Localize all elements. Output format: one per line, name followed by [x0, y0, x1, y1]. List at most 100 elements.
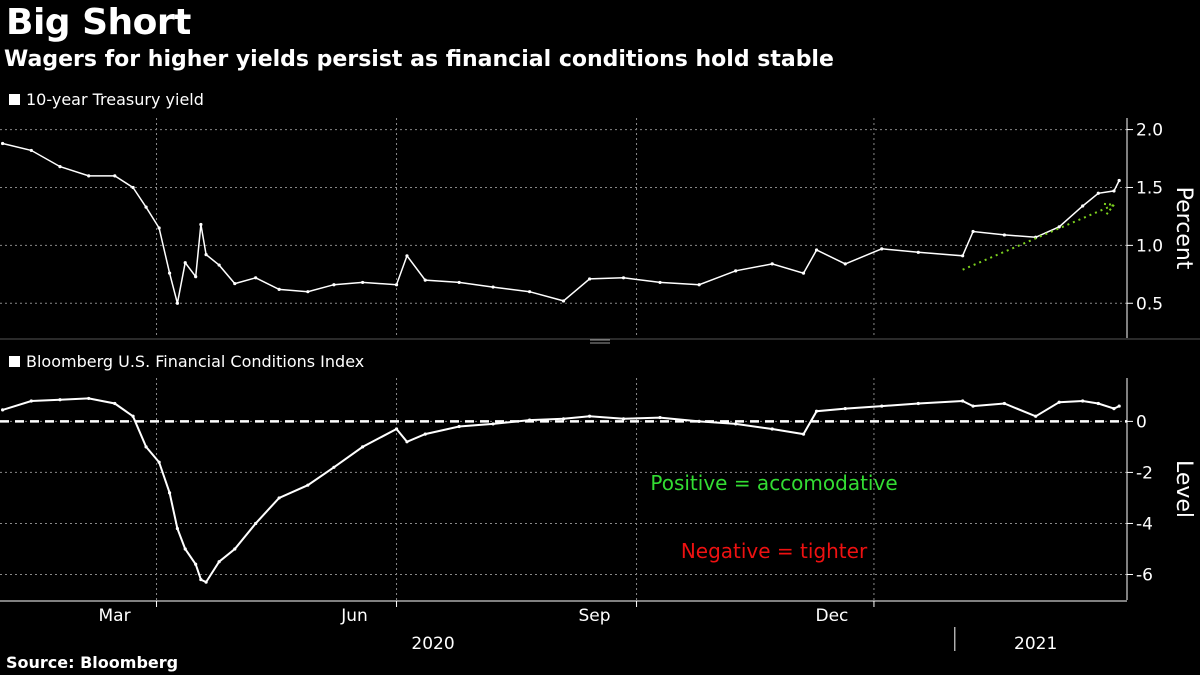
data-point	[1057, 400, 1061, 404]
y-tick-label: 2.0	[1136, 121, 1163, 141]
data-point	[405, 254, 409, 258]
trend-arrow-line	[962, 203, 1115, 271]
data-point	[167, 491, 172, 495]
yield-panel: 0.5 1.0 1.5 2.0 Percent 10-year Treasury yiel…	[0, 90, 1196, 338]
data-point	[734, 422, 738, 426]
y-tick-label: -4	[1136, 514, 1153, 534]
annotation-text: Negative = tighter	[681, 539, 868, 563]
legend-label: 10-year Treasury yield	[26, 90, 204, 109]
data-point	[1081, 399, 1085, 403]
series-line	[2, 142, 1120, 304]
data-point	[254, 521, 258, 526]
data-point	[587, 414, 592, 418]
data-point	[29, 399, 33, 403]
x-tick-label: Dec	[815, 606, 848, 626]
data-point	[233, 281, 237, 286]
data-point	[916, 250, 920, 254]
data-point	[194, 275, 198, 279]
data-point	[457, 280, 461, 285]
legend-swatch	[9, 94, 20, 105]
data-point	[113, 401, 117, 406]
data-point	[277, 287, 281, 291]
data-point	[199, 222, 203, 227]
data-point	[394, 427, 399, 431]
legend-label: Bloomberg U.S. Financial Conditions Inde…	[26, 352, 364, 371]
data-point	[1112, 189, 1116, 193]
y-tick-label: 1.0	[1136, 236, 1163, 256]
data-point	[29, 148, 33, 153]
data-point	[961, 399, 965, 403]
data-point	[306, 483, 310, 487]
data-point	[217, 263, 221, 267]
source-note: Source: Bloomberg	[6, 653, 179, 672]
data-point	[1096, 401, 1100, 406]
data-point	[1112, 407, 1116, 411]
data-point	[58, 398, 62, 402]
data-point	[961, 254, 965, 258]
data-point	[217, 560, 221, 564]
data-point	[658, 280, 662, 285]
x-axis: Mar Jun Sep Dec 2020 2021	[0, 338, 1200, 654]
y-tick-label: -6	[1136, 565, 1153, 585]
data-point	[157, 460, 161, 464]
data-point	[306, 290, 310, 294]
data-point	[658, 415, 662, 420]
data-point	[1002, 401, 1006, 406]
data-point	[233, 547, 237, 551]
data-point	[971, 229, 975, 234]
data-point	[332, 465, 336, 469]
data-point	[814, 409, 819, 413]
data-point	[971, 404, 975, 408]
data-point	[183, 261, 187, 265]
data-point	[734, 269, 738, 273]
legend-swatch	[9, 356, 20, 367]
data-point	[361, 280, 365, 285]
data-point	[1, 408, 5, 412]
fci-panel: -6 -4 -2 0 Level Bloomberg U.S. Financial Con…	[0, 352, 1196, 600]
data-point	[491, 422, 495, 426]
data-point	[58, 165, 62, 169]
data-point	[916, 401, 920, 406]
data-point	[1096, 191, 1100, 195]
data-point	[87, 174, 91, 178]
data-point	[204, 580, 208, 584]
y-tick-label: 0	[1136, 412, 1147, 432]
annotation-text: Positive = accomodative	[650, 471, 897, 495]
data-point	[1117, 404, 1121, 408]
data-point	[199, 577, 203, 582]
y-tick-label: 0.5	[1136, 294, 1163, 314]
data-point	[770, 262, 774, 266]
data-point	[621, 276, 626, 280]
data-point	[561, 299, 566, 303]
data-point	[183, 547, 187, 551]
data-point	[801, 271, 806, 275]
data-point	[113, 174, 117, 178]
data-point	[1117, 178, 1121, 183]
data-point	[491, 285, 495, 289]
data-point	[801, 432, 806, 436]
x-tick-label: Jun	[340, 606, 368, 626]
y-axis-title: Level	[1171, 460, 1196, 518]
data-point	[361, 445, 365, 449]
chart-subtitle: Wagers for higher yields persist as fina…	[4, 47, 834, 72]
data-point	[131, 185, 135, 190]
data-point	[697, 283, 701, 287]
x-tick-label: Sep	[579, 606, 611, 626]
x-year-label: 2021	[1014, 634, 1057, 654]
data-point	[457, 424, 461, 429]
x-tick-label: Mar	[98, 606, 130, 626]
chart-title: Big Short	[6, 2, 191, 43]
data-point	[1081, 204, 1085, 208]
data-point	[587, 277, 592, 281]
data-point	[254, 276, 258, 280]
data-point	[157, 226, 161, 230]
data-point	[131, 414, 135, 418]
data-point	[175, 526, 179, 531]
data-point	[880, 404, 884, 408]
data-point	[394, 283, 399, 287]
data-point	[87, 396, 91, 401]
data-point	[167, 271, 172, 275]
data-point	[561, 417, 566, 421]
x-year-label: 2020	[411, 634, 454, 654]
